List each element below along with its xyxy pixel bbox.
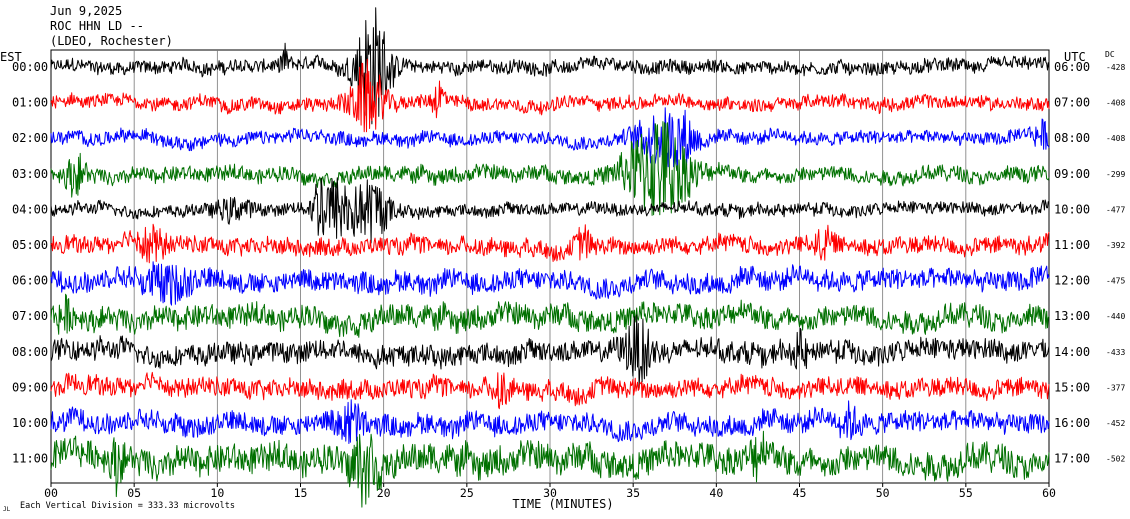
seismic-trace (50, 107, 1050, 172)
dc-header-label: DC (1105, 50, 1115, 59)
x-axis-label: TIME (MINUTES) (512, 497, 613, 511)
dc-offset-label: -477 (1106, 205, 1125, 214)
dc-offset-label: -502 (1106, 455, 1125, 464)
est-hour-label: 00:00 (12, 60, 48, 74)
est-hour-label: 03:00 (12, 167, 48, 181)
x-tick-label: 35 (626, 486, 640, 500)
seismic-trace (50, 7, 1050, 125)
utc-hour-label: 07:00 (1054, 96, 1090, 110)
x-tick-label: 30 (543, 486, 557, 500)
dc-offset-label: -377 (1106, 383, 1125, 392)
dc-offset-label: -433 (1106, 348, 1125, 357)
x-tick-label: 50 (876, 486, 890, 500)
dc-offset-label: -440 (1106, 312, 1125, 321)
network-label: (LDEO, Rochester) (50, 34, 173, 48)
seismic-trace (50, 58, 1050, 133)
x-tick-label: 20 (377, 486, 391, 500)
utc-hour-label: 10:00 (1054, 202, 1090, 216)
est-hour-label: 09:00 (12, 380, 48, 394)
seismic-trace (50, 399, 1050, 444)
utc-hour-label: 15:00 (1054, 380, 1090, 394)
seismic-trace (50, 293, 1050, 338)
seismic-trace (50, 177, 1050, 244)
est-hour-label: 05:00 (12, 238, 48, 252)
plot-date: Jun 9,2025 (50, 4, 123, 18)
est-hour-label: 06:00 (12, 274, 48, 288)
x-tick-label: 15 (294, 486, 308, 500)
est-hour-label: 11:00 (12, 452, 48, 466)
x-tick-label: 45 (793, 486, 807, 500)
x-tick-label: 60 (1042, 486, 1056, 500)
x-tick-label: 25 (460, 486, 474, 500)
seismic-trace (50, 314, 1050, 389)
x-tick-label: 40 (709, 486, 723, 500)
utc-hour-label: 14:00 (1054, 345, 1090, 359)
dc-offset-label: -408 (1106, 134, 1125, 143)
dc-offset-label: -392 (1106, 241, 1125, 250)
est-axis-label: EST (0, 50, 22, 64)
x-tick-label: 05 (127, 486, 141, 500)
utc-hour-label: 13:00 (1054, 309, 1090, 323)
x-tick-label: 55 (959, 486, 973, 500)
utc-hour-label: 06:00 (1054, 60, 1090, 74)
seismic-trace (50, 223, 1050, 264)
dc-offset-label: -428 (1106, 63, 1125, 72)
seismic-trace (50, 371, 1050, 410)
utc-hour-label: 12:00 (1054, 274, 1090, 288)
seismic-trace (50, 121, 1050, 216)
station-code: ROC HHN LD -- (50, 19, 144, 33)
est-hour-label: 01:00 (12, 96, 48, 110)
est-hour-label: 02:00 (12, 131, 48, 145)
utc-axis-label: UTC (1064, 50, 1086, 64)
est-hour-label: 10:00 (12, 416, 48, 430)
seismic-trace (50, 430, 1050, 508)
dc-offset-label: -475 (1106, 277, 1125, 286)
est-hour-label: 04:00 (12, 202, 48, 216)
utc-hour-label: 11:00 (1054, 238, 1090, 252)
utc-hour-label: 16:00 (1054, 416, 1090, 430)
x-tick-label: 00 (44, 486, 58, 500)
seismic-trace (50, 261, 1050, 306)
utc-hour-label: 09:00 (1054, 167, 1090, 181)
est-hour-label: 08:00 (12, 345, 48, 359)
dc-offset-label: -452 (1106, 419, 1125, 428)
dc-offset-label: -299 (1106, 170, 1125, 179)
utc-hour-label: 17:00 (1054, 452, 1090, 466)
est-hour-label: 07:00 (12, 309, 48, 323)
operator-initials: JL (3, 506, 11, 513)
x-tick-label: 10 (210, 486, 224, 500)
scale-footnote: Each Vertical Division = 333.33 microvol… (20, 501, 235, 511)
dc-offset-label: -408 (1106, 99, 1125, 108)
utc-hour-label: 08:00 (1054, 131, 1090, 145)
